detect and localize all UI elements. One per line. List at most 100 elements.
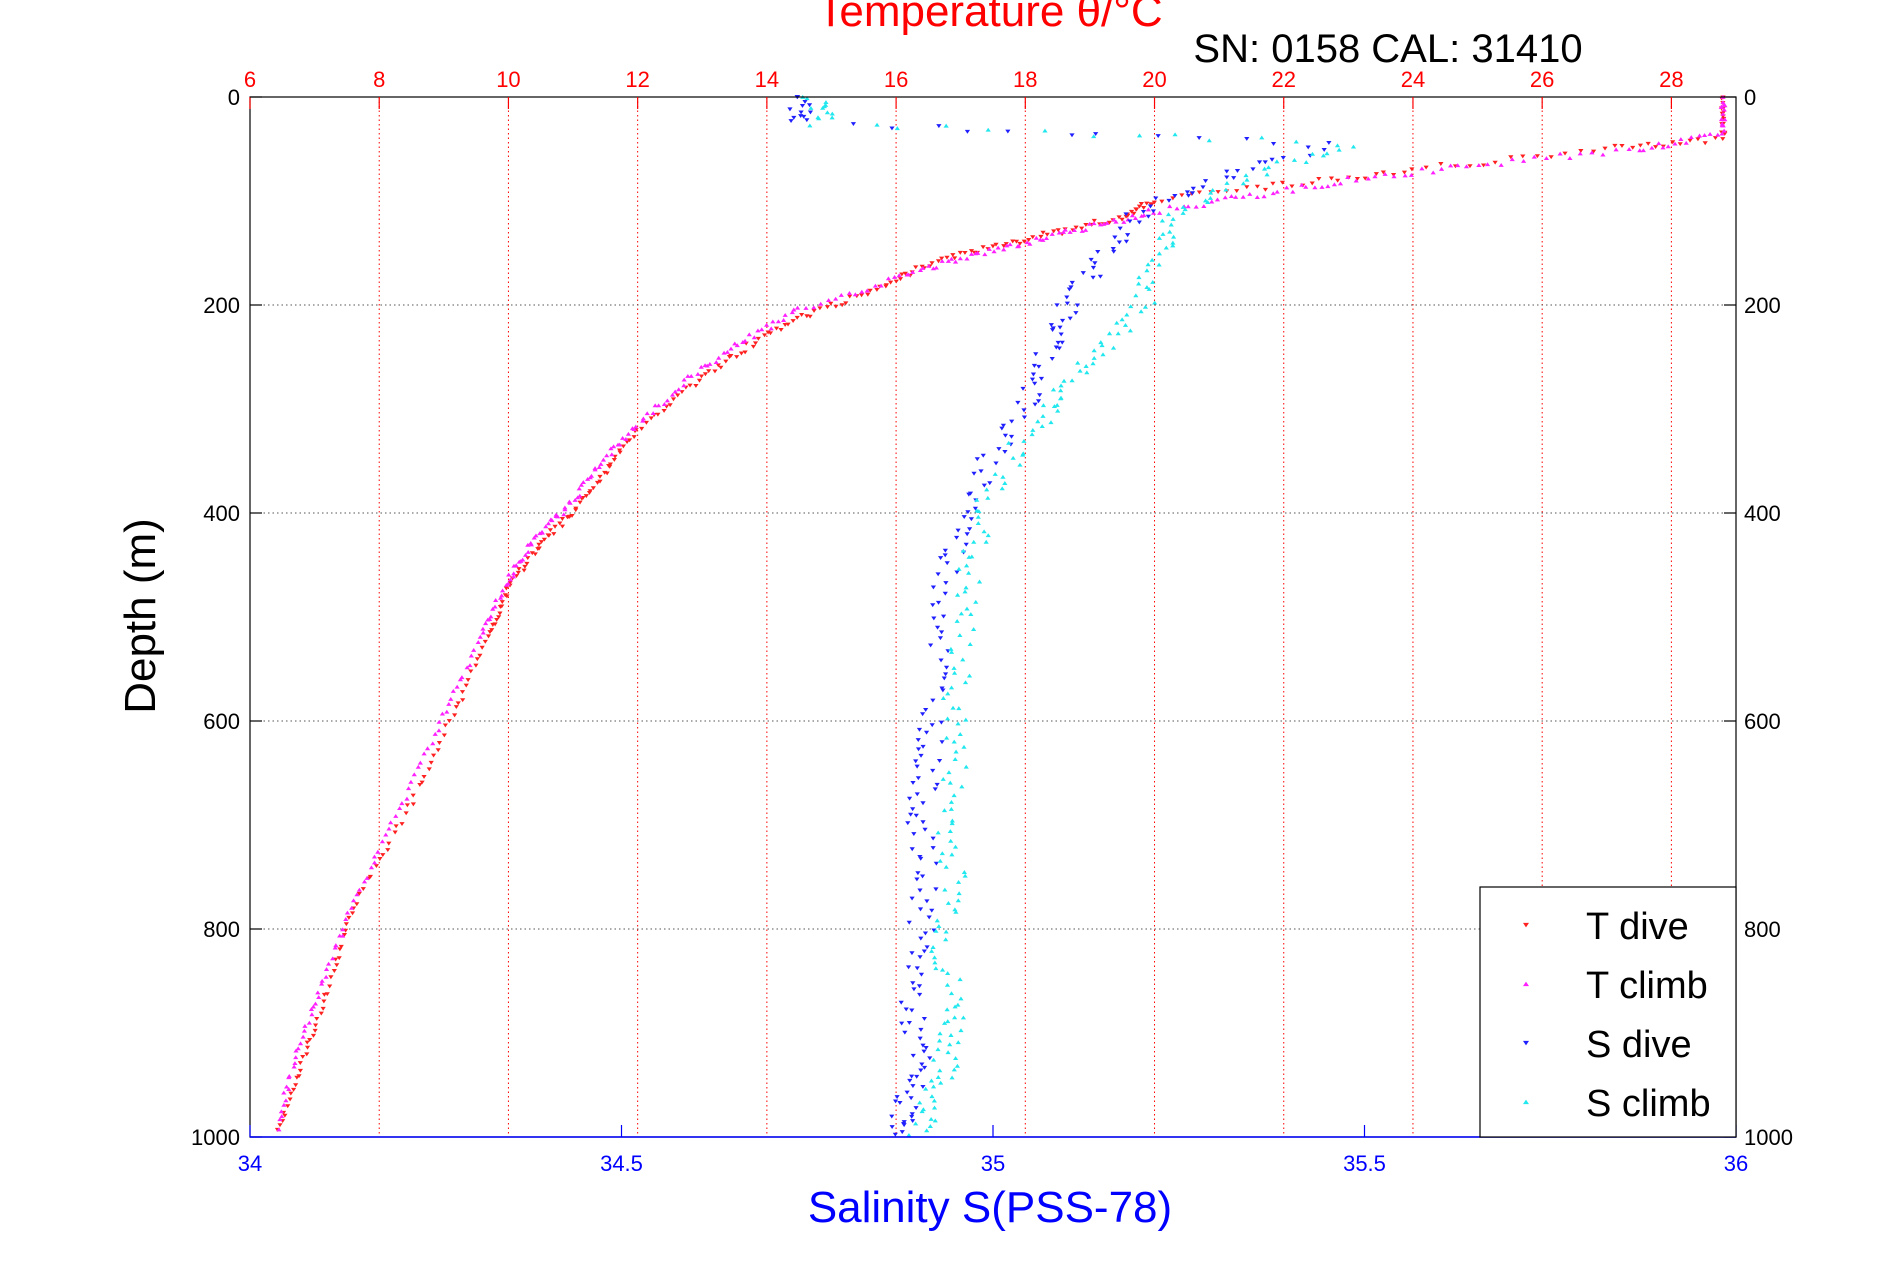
data-point: [823, 102, 829, 107]
data-point: [1010, 239, 1016, 244]
data-point: [1279, 180, 1286, 185]
data-point: [488, 614, 494, 619]
data-point: [602, 470, 608, 475]
data-point: [930, 836, 936, 841]
data-point: [525, 542, 531, 547]
data-point: [515, 570, 521, 575]
chart-title: Temperature θ/°C: [817, 0, 1162, 36]
data-point: [1165, 212, 1172, 217]
data-point: [360, 887, 366, 891]
data-point: [669, 392, 676, 397]
data-point: [465, 678, 471, 683]
data-point: [939, 686, 945, 691]
data-point: [864, 288, 870, 293]
data-point: [516, 567, 522, 571]
data-point: [971, 471, 977, 476]
data-point: [537, 531, 543, 536]
data-point: [1021, 438, 1027, 443]
data-point: [1715, 132, 1721, 137]
data-point: [930, 266, 936, 271]
data-point: [909, 1074, 915, 1079]
data-point: [909, 896, 915, 901]
data-point: [1144, 285, 1150, 290]
data-point: [1463, 164, 1470, 169]
data-point: [1156, 251, 1162, 256]
data-point: [482, 639, 488, 644]
data-point: [477, 634, 483, 639]
data-point: [424, 746, 431, 751]
data-point: [1163, 245, 1169, 250]
data-point: [1136, 133, 1143, 138]
data-point: [304, 1045, 311, 1050]
data-point: [1274, 189, 1280, 194]
depth-tick-label-right: 200: [1744, 293, 1781, 318]
data-point: [483, 621, 489, 626]
data-point: [1180, 205, 1186, 209]
data-point: [1084, 370, 1090, 375]
temperature-tick-label: 14: [755, 67, 779, 92]
data-point: [545, 521, 552, 526]
data-point: [847, 294, 853, 299]
data-point: [952, 844, 959, 849]
data-point: [930, 1084, 937, 1089]
data-point: [450, 688, 456, 693]
data-point: [687, 383, 693, 388]
data-point: [441, 733, 447, 738]
data-point: [655, 412, 661, 417]
data-point: [1026, 238, 1032, 242]
data-point: [1039, 424, 1045, 428]
data-point: [492, 604, 498, 609]
data-point: [1083, 227, 1089, 232]
data-point: [292, 1061, 298, 1066]
temperature-tick-label: 10: [496, 67, 520, 92]
data-point: [1231, 176, 1237, 180]
legend-marker: [1523, 1040, 1529, 1046]
data-point: [1270, 181, 1276, 186]
data-point: [1121, 219, 1127, 224]
data-point: [937, 1068, 943, 1073]
data-point: [1110, 345, 1117, 350]
data-point: [1132, 216, 1139, 221]
data-point: [852, 292, 858, 297]
data-point: [1080, 271, 1086, 276]
data-point: [968, 252, 975, 256]
data-point: [457, 677, 464, 682]
data-point: [916, 984, 923, 989]
data-point: [971, 627, 977, 631]
data-point: [930, 585, 937, 590]
data-point: [405, 786, 412, 791]
data-point: [939, 256, 945, 261]
data-point: [824, 305, 831, 310]
data-point: [575, 495, 581, 500]
data-point: [1578, 149, 1584, 153]
data-point: [293, 1083, 299, 1088]
data-point: [421, 775, 427, 779]
data-point: [949, 821, 955, 826]
data-point: [454, 684, 460, 689]
data-point: [1688, 135, 1694, 139]
data-point: [1030, 428, 1036, 432]
data-point: [1058, 332, 1064, 337]
data-point: [327, 984, 333, 989]
data-point: [493, 598, 499, 602]
data-point: [1075, 360, 1081, 365]
data-point: [661, 408, 667, 413]
data-point: [922, 931, 929, 936]
data-point: [1687, 138, 1693, 143]
data-point: [1021, 239, 1027, 244]
data-point: [828, 301, 834, 306]
data-point: [1157, 210, 1163, 215]
data-point: [768, 326, 774, 331]
data-point: [1228, 194, 1235, 198]
data-point: [1146, 286, 1152, 291]
data-point: [924, 1128, 930, 1133]
data-point: [1274, 159, 1280, 164]
data-point: [775, 319, 782, 324]
data-point: [285, 1104, 291, 1109]
data-point: [455, 701, 461, 706]
data-point: [1269, 157, 1275, 162]
data-point: [915, 871, 921, 876]
data-point: [1380, 170, 1386, 175]
data-point: [549, 518, 555, 523]
data-point: [724, 350, 731, 354]
